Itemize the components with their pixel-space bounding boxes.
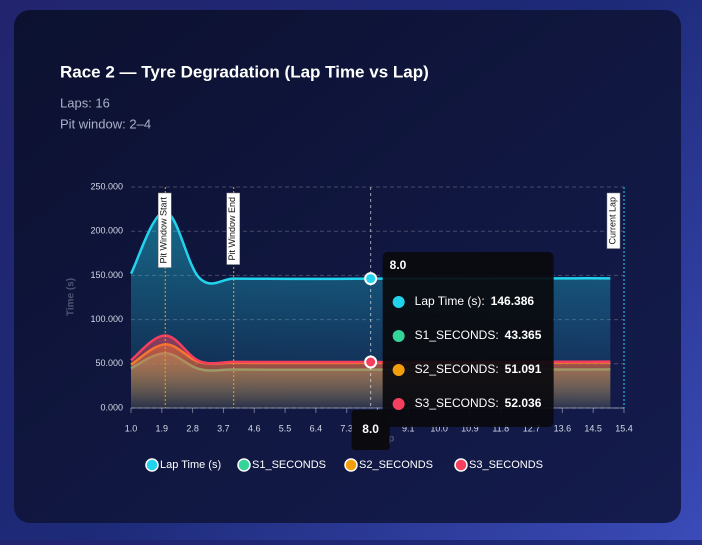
legend-swatch[interactable]	[344, 458, 358, 472]
crosshair-label: 8.0	[362, 422, 379, 436]
hover-point	[364, 355, 378, 369]
x-tick-label: 11.8	[492, 423, 509, 433]
x-tick-label: 2.8	[186, 423, 199, 433]
y-tick-label: 150.000	[90, 270, 123, 280]
chart-title: Race 2 — Tyre Degradation (Lap Time vs L…	[60, 62, 429, 81]
x-tick-label: 13.6	[554, 423, 572, 433]
y-tick-label: 50.000	[95, 358, 123, 368]
y-tick-label: 0.000	[100, 402, 123, 412]
y-axis-label: Time (s)	[66, 278, 77, 316]
legend-label[interactable]: Lap Time (s)	[160, 459, 221, 471]
tooltip-label: S1_SECONDS:	[415, 328, 499, 342]
tooltip-value: 43.365	[505, 328, 542, 342]
x-tick-label: 9.1	[402, 423, 415, 433]
x-tick-label: 1.9	[156, 423, 169, 433]
legend-swatch[interactable]	[454, 458, 468, 472]
tooltip-label: S2_SECONDS:	[415, 362, 499, 376]
card	[14, 10, 681, 523]
x-tick-label: 6.4	[310, 423, 323, 433]
tooltip-swatch	[392, 296, 405, 308]
annotation-box	[226, 192, 240, 265]
tooltip-label: S3_SECONDS:	[415, 396, 499, 410]
y-tick-label: 100.000	[90, 314, 123, 324]
subtitle: Laps: 16	[60, 95, 110, 110]
tooltip-box	[382, 252, 554, 427]
legend-label[interactable]: S1_SECONDS	[252, 459, 326, 471]
x-tick-label: 14.5	[584, 423, 602, 433]
hover-point	[364, 272, 378, 286]
x-tick-label: 10.0	[430, 423, 448, 433]
x-tick-label: 12.7	[523, 423, 541, 433]
legend-swatch[interactable]	[145, 458, 159, 472]
x-tick-label: 5.5	[279, 423, 292, 433]
annotation-label: Pit Window Start	[159, 197, 169, 264]
legend-label[interactable]: S3_SECONDS	[469, 459, 543, 471]
crosshair-label-box	[351, 410, 390, 450]
x-tick-label: 15.4	[615, 423, 633, 433]
tooltip-title: 8.0	[390, 258, 407, 272]
legend-swatch[interactable]	[237, 458, 251, 472]
x-tick-label: 7.3	[340, 423, 353, 433]
annotation-label: Current Lap	[607, 197, 617, 245]
tooltip-value: 52.036	[505, 396, 542, 410]
x-tick-label: 3.7	[217, 423, 230, 433]
annotation-label: Pit Window End	[227, 197, 237, 261]
x-tick-label: 4.6	[248, 423, 261, 433]
y-tick-label: 200.000	[90, 226, 123, 236]
legend-label[interactable]: S2_SECONDS	[359, 459, 433, 471]
tooltip-label: Lap Time (s):	[415, 294, 485, 308]
tooltip-swatch	[392, 398, 405, 410]
subtitle: Pit window: 2–4	[60, 116, 151, 131]
annotation-box	[606, 192, 621, 249]
tooltip-value: 51.091	[505, 362, 542, 376]
tooltip-value: 146.386	[491, 294, 535, 308]
x-tick-label: 1.0	[125, 423, 138, 433]
tooltip-swatch	[392, 330, 405, 342]
tooltip-swatch	[392, 364, 405, 376]
y-tick-label: 250.000	[90, 181, 123, 191]
x-tick-label: 10.9	[461, 423, 479, 433]
annotation-box	[157, 192, 172, 268]
